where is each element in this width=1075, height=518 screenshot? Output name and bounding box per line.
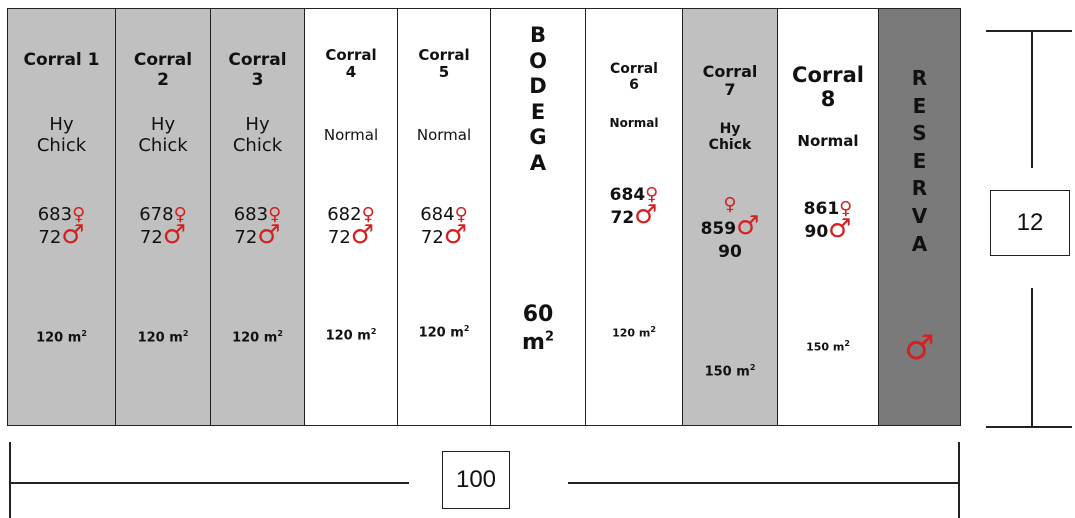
female-symbol-icon: ♀ — [454, 204, 468, 225]
corral-8-name: Corral 8 — [792, 63, 864, 112]
barn-outline: Corral 1 Hy Chick 683♀ 72♂ 120 m2 Corral … — [7, 8, 961, 428]
corral-1-name: Corral 1 — [23, 50, 100, 70]
bodega: B O D E G A 60 m2 — [490, 8, 586, 426]
corral-5-type: Normal — [416, 126, 472, 144]
corral-2-area: 120 m2 — [137, 329, 189, 346]
corral-7-name: Corral 7 — [702, 62, 758, 100]
depth-dimension-bottom-tick — [986, 426, 1072, 428]
corral-6-counts: 684♀ 72♂ — [586, 184, 682, 230]
male-count: 72 — [327, 226, 351, 248]
corral-1-area: 120 m2 — [36, 329, 87, 346]
corral-2-name: Corral 2 — [133, 50, 193, 90]
male-symbol-icon: ♂ — [61, 219, 85, 250]
corral-3-counts: 683♀ 72♂ — [211, 204, 304, 250]
bodega-area: 60 m2 — [522, 302, 554, 355]
corral-1-type: Hy Chick — [36, 114, 87, 156]
male-count: 72 — [420, 226, 444, 248]
male-symbol-icon: ♂ — [443, 219, 468, 250]
female-symbol-icon: ♀ — [173, 204, 187, 225]
bodega-label: B O D E G A — [529, 23, 547, 176]
depth-dimension-label: 12 — [990, 190, 1070, 256]
female-symbol-icon: ♀ — [645, 184, 659, 205]
corral-5-area: 120 m2 — [418, 324, 470, 341]
male-symbol-icon: ♂ — [257, 219, 281, 250]
female-symbol-icon: ♀ — [72, 204, 86, 225]
corral-8: Corral 8 Normal 861♀ 90♂ 150 m2 — [777, 8, 879, 426]
reserva-male-symbol: ♂ — [879, 331, 960, 365]
male-symbol-icon: ♂ — [162, 219, 187, 250]
corral-7-type: Hy Chick — [708, 121, 752, 154]
male-symbol-icon: ♂ — [736, 211, 760, 242]
corral-4-area: 120 m2 — [325, 327, 377, 344]
corral-8-counts: 861♀ 90♂ — [778, 198, 878, 244]
corral-4-counts: 682♀ 72♂ — [305, 204, 397, 250]
female-count: 684 — [609, 185, 646, 205]
corral-6: Corral 6 Normal 684♀ 72♂ 120 m2 — [585, 8, 683, 426]
female-count: 678 — [139, 204, 174, 225]
male-count: 72 — [38, 226, 62, 248]
male-symbol-icon: ♂ — [828, 213, 852, 244]
corral-3: Corral 3 Hy Chick 683♀ 72♂ 120 m2 — [210, 8, 305, 426]
width-dimension-line-right — [568, 482, 958, 484]
female-count: 682 — [327, 204, 362, 225]
male-count: 72 — [139, 226, 163, 248]
corral-4-name: Corral 4 — [325, 46, 377, 82]
corral-2-counts: 678♀ 72♂ — [116, 204, 210, 250]
corral-8-area: 150 m2 — [806, 339, 850, 354]
male-count: 90 — [804, 221, 829, 242]
width-dimension-right-tick — [958, 442, 960, 518]
female-symbol-icon: ♀ — [361, 204, 375, 225]
male-symbol-icon: ♂ — [634, 199, 658, 230]
female-count: 683 — [37, 204, 73, 225]
corral-2: Corral 2 Hy Chick 678♀ 72♂ 120 m2 — [115, 8, 211, 426]
corral-6-area: 120 m2 — [612, 325, 656, 340]
width-dimension-label: 100 — [442, 451, 510, 509]
male-symbol-icon: ♂ — [350, 219, 375, 250]
width-dimension-line-left — [9, 482, 409, 484]
corral-1: Corral 1 Hy Chick 683♀ 72♂ 120 m2 — [7, 8, 116, 426]
corral-7-counts: ♀ 859♂ 90 — [683, 193, 777, 264]
corral-5-name: Corral 5 — [418, 46, 470, 82]
male-symbol-icon: ♂ — [904, 328, 935, 368]
male-count: 72 — [610, 207, 635, 228]
male-count: 72 — [234, 226, 258, 248]
corral-1-counts: 683♀ 72♂ — [8, 204, 115, 250]
corral-7: Corral 7 Hy Chick ♀ 859♂ 90 150 m2 — [682, 8, 778, 426]
corral-8-type: Normal — [797, 132, 859, 150]
corral-3-name: Corral 3 — [228, 50, 287, 90]
female-count: 684 — [420, 204, 455, 225]
corral-5-counts: 684♀ 72♂ — [398, 204, 490, 250]
male-count: 90 — [718, 242, 742, 263]
depth-dimension-top-tick — [986, 30, 1072, 32]
reserva: R E S E R V A ♂ — [878, 8, 961, 426]
width-dimension-left-tick — [9, 442, 11, 518]
female-symbol-icon: ♀ — [268, 204, 282, 225]
female-count: 683 — [233, 204, 269, 225]
corral-4-type: Normal — [323, 126, 379, 144]
corral-2-type: Hy Chick — [138, 114, 188, 156]
female-symbol-icon: ♀ — [723, 194, 737, 215]
female-count: 859 — [700, 219, 737, 240]
female-count: 861 — [803, 199, 840, 219]
corral-4: Corral 4 Normal 682♀ 72♂ 120 m2 — [304, 8, 398, 426]
corral-6-type: Normal — [609, 116, 659, 130]
corral-7-area: 150 m2 — [704, 363, 756, 380]
depth-dimension-line-top — [1031, 30, 1033, 168]
corral-3-area: 120 m2 — [232, 329, 283, 346]
corral-3-type: Hy Chick — [232, 114, 283, 156]
corral-5: Corral 5 Normal 684♀ 72♂ 120 m2 — [397, 8, 491, 426]
female-symbol-icon: ♀ — [839, 198, 853, 219]
corral-6-name: Corral 6 — [610, 61, 658, 94]
reserva-label: R E S E R V A — [911, 66, 928, 256]
depth-dimension-line-bottom — [1031, 288, 1033, 426]
